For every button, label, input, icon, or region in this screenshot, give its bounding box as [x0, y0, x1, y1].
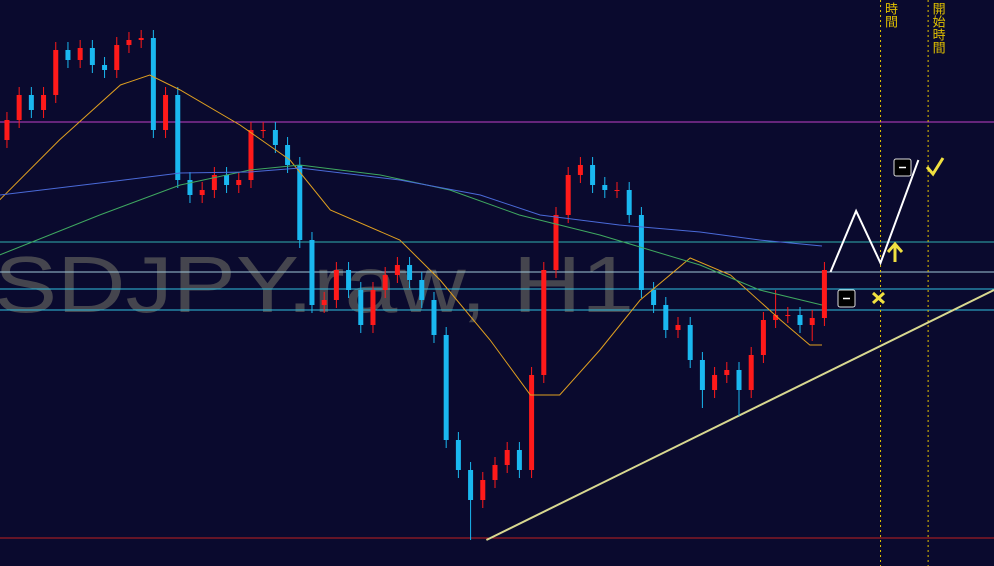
- candle-body: [663, 305, 669, 330]
- candle-body: [321, 300, 327, 305]
- candle-body: [150, 38, 156, 130]
- projection-line: [829, 159, 920, 273]
- candle-body: [419, 280, 425, 300]
- candle-body: [699, 360, 705, 390]
- candle-body: [468, 470, 474, 500]
- moving-average: [0, 167, 823, 247]
- candle-body: [382, 275, 388, 290]
- watermark: SDJPY.raw, H1: [0, 240, 634, 329]
- candle-body: [16, 95, 22, 120]
- candle-body: [516, 450, 522, 470]
- candle-body: [614, 190, 620, 191]
- candle-body: [187, 180, 193, 195]
- candle-body: [431, 300, 437, 335]
- candle-body: [675, 325, 681, 330]
- candle-body: [394, 265, 400, 275]
- icon-cross: [871, 291, 886, 305]
- icon-check: [925, 157, 945, 177]
- time-marker-label: 開始時間: [930, 2, 946, 55]
- candle-body: [248, 130, 254, 180]
- candle-body: [333, 270, 339, 300]
- candle-body: [346, 270, 352, 290]
- candle-body: [224, 175, 230, 185]
- candle-body: [370, 290, 376, 325]
- candle-body: [712, 375, 718, 390]
- candle-body: [638, 215, 644, 290]
- candle-body: [553, 215, 559, 270]
- candle-body: [114, 45, 120, 70]
- candle-body: [4, 120, 10, 140]
- candle-body: [358, 290, 364, 325]
- candle-body: [809, 318, 815, 325]
- candle-body: [821, 270, 827, 318]
- candle-body: [260, 130, 266, 131]
- candle-body: [102, 65, 108, 70]
- candle-body: [565, 175, 571, 215]
- moving-average: [0, 74, 822, 396]
- candle-body: [53, 50, 59, 95]
- candle-body: [602, 185, 608, 190]
- candle-body: [175, 95, 181, 180]
- candle-body: [590, 165, 596, 185]
- candle-body: [236, 180, 242, 185]
- candle-body: [211, 175, 217, 190]
- candle-body: [504, 450, 510, 465]
- candle-body: [89, 48, 95, 65]
- candle-body: [28, 95, 34, 110]
- candle-body: [455, 440, 461, 470]
- candle-body: [541, 270, 547, 375]
- candle-body: [41, 95, 47, 110]
- candle-body: [285, 145, 291, 165]
- candle-body: [736, 370, 742, 390]
- candle-body: [748, 355, 754, 390]
- candle-body: [773, 315, 779, 320]
- candle-body: [529, 375, 535, 470]
- time-marker-label: 時間: [882, 2, 898, 29]
- candle-body: [797, 315, 803, 325]
- candle-body: [272, 130, 278, 145]
- candle-body: [309, 240, 315, 305]
- candle-body: [492, 465, 498, 480]
- candle-body: [407, 265, 413, 280]
- candle-body: [577, 165, 583, 175]
- signal-icons: [837, 157, 945, 308]
- candle-body: [163, 95, 169, 130]
- trendline: [485, 289, 994, 541]
- moving-average: [0, 164, 823, 306]
- candle-body: [651, 290, 657, 305]
- candle-body: [443, 335, 449, 440]
- icon-arrow-up: [886, 241, 904, 262]
- candle-body: [687, 325, 693, 360]
- candle-body: [626, 190, 632, 215]
- candle-body: [760, 320, 766, 355]
- candle-body: [199, 190, 205, 195]
- candle-body: [724, 370, 730, 375]
- candle-body: [297, 165, 303, 240]
- candle-body: [65, 50, 71, 60]
- candle-body: [785, 315, 791, 316]
- candle-body: [126, 40, 132, 45]
- candle-body: [77, 48, 83, 60]
- candle-body: [138, 38, 144, 40]
- candle-body: [480, 480, 486, 500]
